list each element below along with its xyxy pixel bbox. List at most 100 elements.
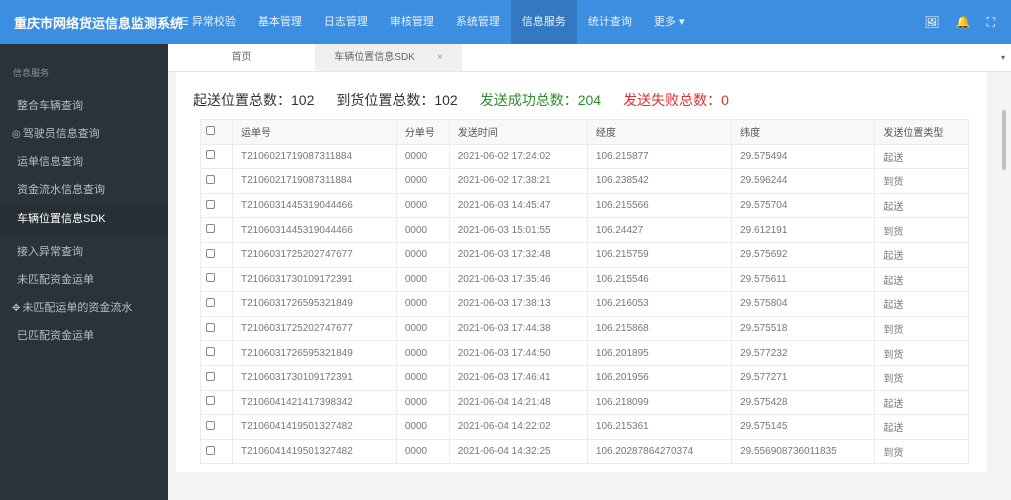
table-cell: 2021-06-03 17:32:48	[448, 241, 588, 268]
sidebar-item-label: 接入异常查询	[17, 246, 83, 258]
sidebar-item[interactable]: 资金流水信息查询	[0, 176, 168, 204]
nav-item[interactable]: 基本管理	[257, 16, 302, 28]
table-cell: 106.201895	[586, 340, 733, 366]
table-row: T2106041419501327482 0000 2021-06-04 14:32…	[200, 438, 969, 465]
nav-item[interactable]: 更多 ▾	[653, 16, 685, 28]
close-icon[interactable]: ×	[436, 52, 443, 63]
row-checkbox[interactable]	[200, 364, 233, 391]
table-row: T2106021719087311884 0000 2021-06-02 17:24…	[200, 143, 969, 170]
nav-item[interactable]: 日志管理	[323, 16, 368, 28]
table-cell: T2106031445319044466	[232, 192, 397, 219]
table-cell: 0000	[395, 241, 450, 268]
select-all-checkbox[interactable]	[200, 119, 233, 145]
table-cell: T2106021719087311884	[232, 168, 397, 194]
table-cell: T2106041419501327482	[232, 414, 397, 440]
table-cell: T2106031730109172391	[232, 266, 397, 293]
sidebar-item[interactable]: 已匹配资金运单	[0, 322, 168, 350]
table-cell: T2106031725202747677	[232, 241, 397, 268]
arrive-total: 到货位置总数：102	[336, 92, 458, 108]
table-cell: 106.20287864270374	[586, 438, 733, 465]
row-checkbox[interactable]	[200, 217, 233, 243]
sidebar-item[interactable]: ✥ 未匹配运单的资金流水	[0, 294, 168, 322]
table-row: T2106031726595321849 0000 2021-06-03 17:44…	[200, 340, 969, 366]
row-checkbox[interactable]	[200, 340, 233, 366]
table-cell: 到货	[874, 217, 969, 243]
chevron-down-icon[interactable]: ▾	[1000, 53, 1005, 62]
sidebar-section-title: 信息服务	[13, 68, 50, 78]
fail-total: 发送失败总数：0	[623, 92, 729, 108]
sidebar-item[interactable]: 未匹配资金运单	[0, 266, 168, 294]
nav-item[interactable]: 统计查询	[587, 16, 632, 28]
table-cell: 106.215546	[586, 266, 733, 293]
table-cell: 2021-06-03 15:01:55	[448, 217, 588, 243]
table-cell: 106.215566	[586, 192, 733, 219]
sidebar-item[interactable]: 接入异常查询	[0, 238, 168, 266]
row-checkbox[interactable]	[200, 241, 233, 268]
sidebar-item-label: 已匹配资金运单	[17, 330, 94, 342]
sidebar-item[interactable]: 车辆位置信息SDK	[0, 204, 168, 234]
nav-item[interactable]: 审核管理	[389, 16, 434, 28]
table-cell: 到货	[874, 438, 969, 465]
table-cell: 106.201956	[586, 364, 733, 391]
row-checkbox[interactable]	[200, 168, 233, 194]
tab-label: 首页	[231, 52, 252, 63]
table-cell: 2021-06-03 17:38:13	[448, 291, 588, 317]
row-checkbox[interactable]	[200, 266, 233, 293]
table-cell: 106.215868	[586, 315, 733, 342]
table-cell: 106.215759	[586, 241, 733, 268]
sidebar-item[interactable]: 整合车辆查询	[0, 92, 168, 120]
row-checkbox[interactable]	[200, 315, 233, 342]
table-cell: 106.218099	[586, 389, 733, 416]
table-cell: 起送	[874, 143, 969, 170]
avatar-image-icon[interactable]: 🖼	[924, 15, 940, 29]
column-header: 分单号	[395, 119, 450, 145]
row-checkbox[interactable]	[200, 414, 233, 440]
sidebar-item-label: 车辆位置信息SDK	[17, 213, 106, 225]
sidebar: 信息服务 整合车辆查询 ◎ 驾驶员信息查询 运单信息查询资金流水信息查询 车辆位置信息S…	[0, 44, 168, 500]
table-cell: 29.575704	[731, 192, 876, 219]
table-cell: 到货	[874, 364, 969, 391]
table-cell: 0000	[395, 266, 450, 293]
table-cell: 29.575428	[731, 389, 876, 416]
row-checkbox[interactable]	[200, 389, 233, 416]
table-cell: T2106041419501327482	[232, 438, 397, 465]
table-cell: 起送	[874, 192, 969, 219]
sidebar-item[interactable]: ◎ 驾驶员信息查询	[0, 120, 168, 148]
table-cell: 到货	[874, 315, 969, 342]
table-cell: 2021-06-03 17:46:41	[448, 364, 588, 391]
location-table: 运单号 分单号 发送时间 经度 纬度 发送位置类型 T210602171908731188…	[200, 119, 969, 465]
row-checkbox[interactable]	[200, 192, 233, 219]
table-cell: 2021-06-03 17:44:38	[448, 315, 588, 342]
table-cell: 0000	[395, 168, 450, 194]
table-row: T2106031725202747677 0000 2021-06-03 17:32…	[200, 241, 969, 268]
tab-home[interactable]: 首页	[168, 44, 315, 71]
table-cell: T2106031730109172391	[232, 364, 397, 391]
table-cell: 到货	[874, 168, 969, 194]
table-cell: 106.216053	[586, 291, 733, 317]
row-checkbox[interactable]	[200, 438, 233, 465]
sidebar-item[interactable]: 运单信息查询	[0, 148, 168, 176]
sidebar-item-label: 未匹配运单的资金流水	[22, 302, 133, 314]
table-cell: 29.577232	[731, 340, 876, 366]
nav-item[interactable]: 信息服务	[510, 0, 577, 44]
fullscreen-icon[interactable]: ⛶	[986, 14, 995, 29]
row-checkbox[interactable]	[200, 291, 233, 317]
nav-item[interactable]: ☰ 异常校验	[179, 16, 236, 28]
tab-label: 车辆位置信息SDK	[334, 52, 415, 63]
table-cell: 2021-06-04 14:32:25	[448, 438, 588, 465]
column-header: 发送时间	[448, 119, 588, 145]
tab-vehicle-location-sdk[interactable]: 车辆位置信息SDK ×	[315, 44, 462, 71]
row-checkbox[interactable]	[200, 143, 233, 170]
sidebar-item-label: 资金流水信息查询	[17, 184, 105, 196]
bell-icon[interactable]: 🔔	[955, 15, 971, 29]
table-cell: 106.24427	[586, 217, 733, 243]
table-cell: 106.238542	[586, 168, 733, 194]
scrollbar[interactable]	[997, 72, 1011, 472]
table-cell: T2106041421417398342	[232, 389, 397, 416]
scrollbar-thumb[interactable]	[1002, 110, 1006, 170]
table-cell: 0000	[395, 364, 450, 391]
table-cell: 2021-06-04 14:21:48	[448, 389, 588, 416]
sidebar-item-label: 整合车辆查询	[17, 100, 83, 112]
nav-item[interactable]: 系统管理	[455, 16, 500, 28]
column-header: 运单号	[232, 119, 397, 145]
